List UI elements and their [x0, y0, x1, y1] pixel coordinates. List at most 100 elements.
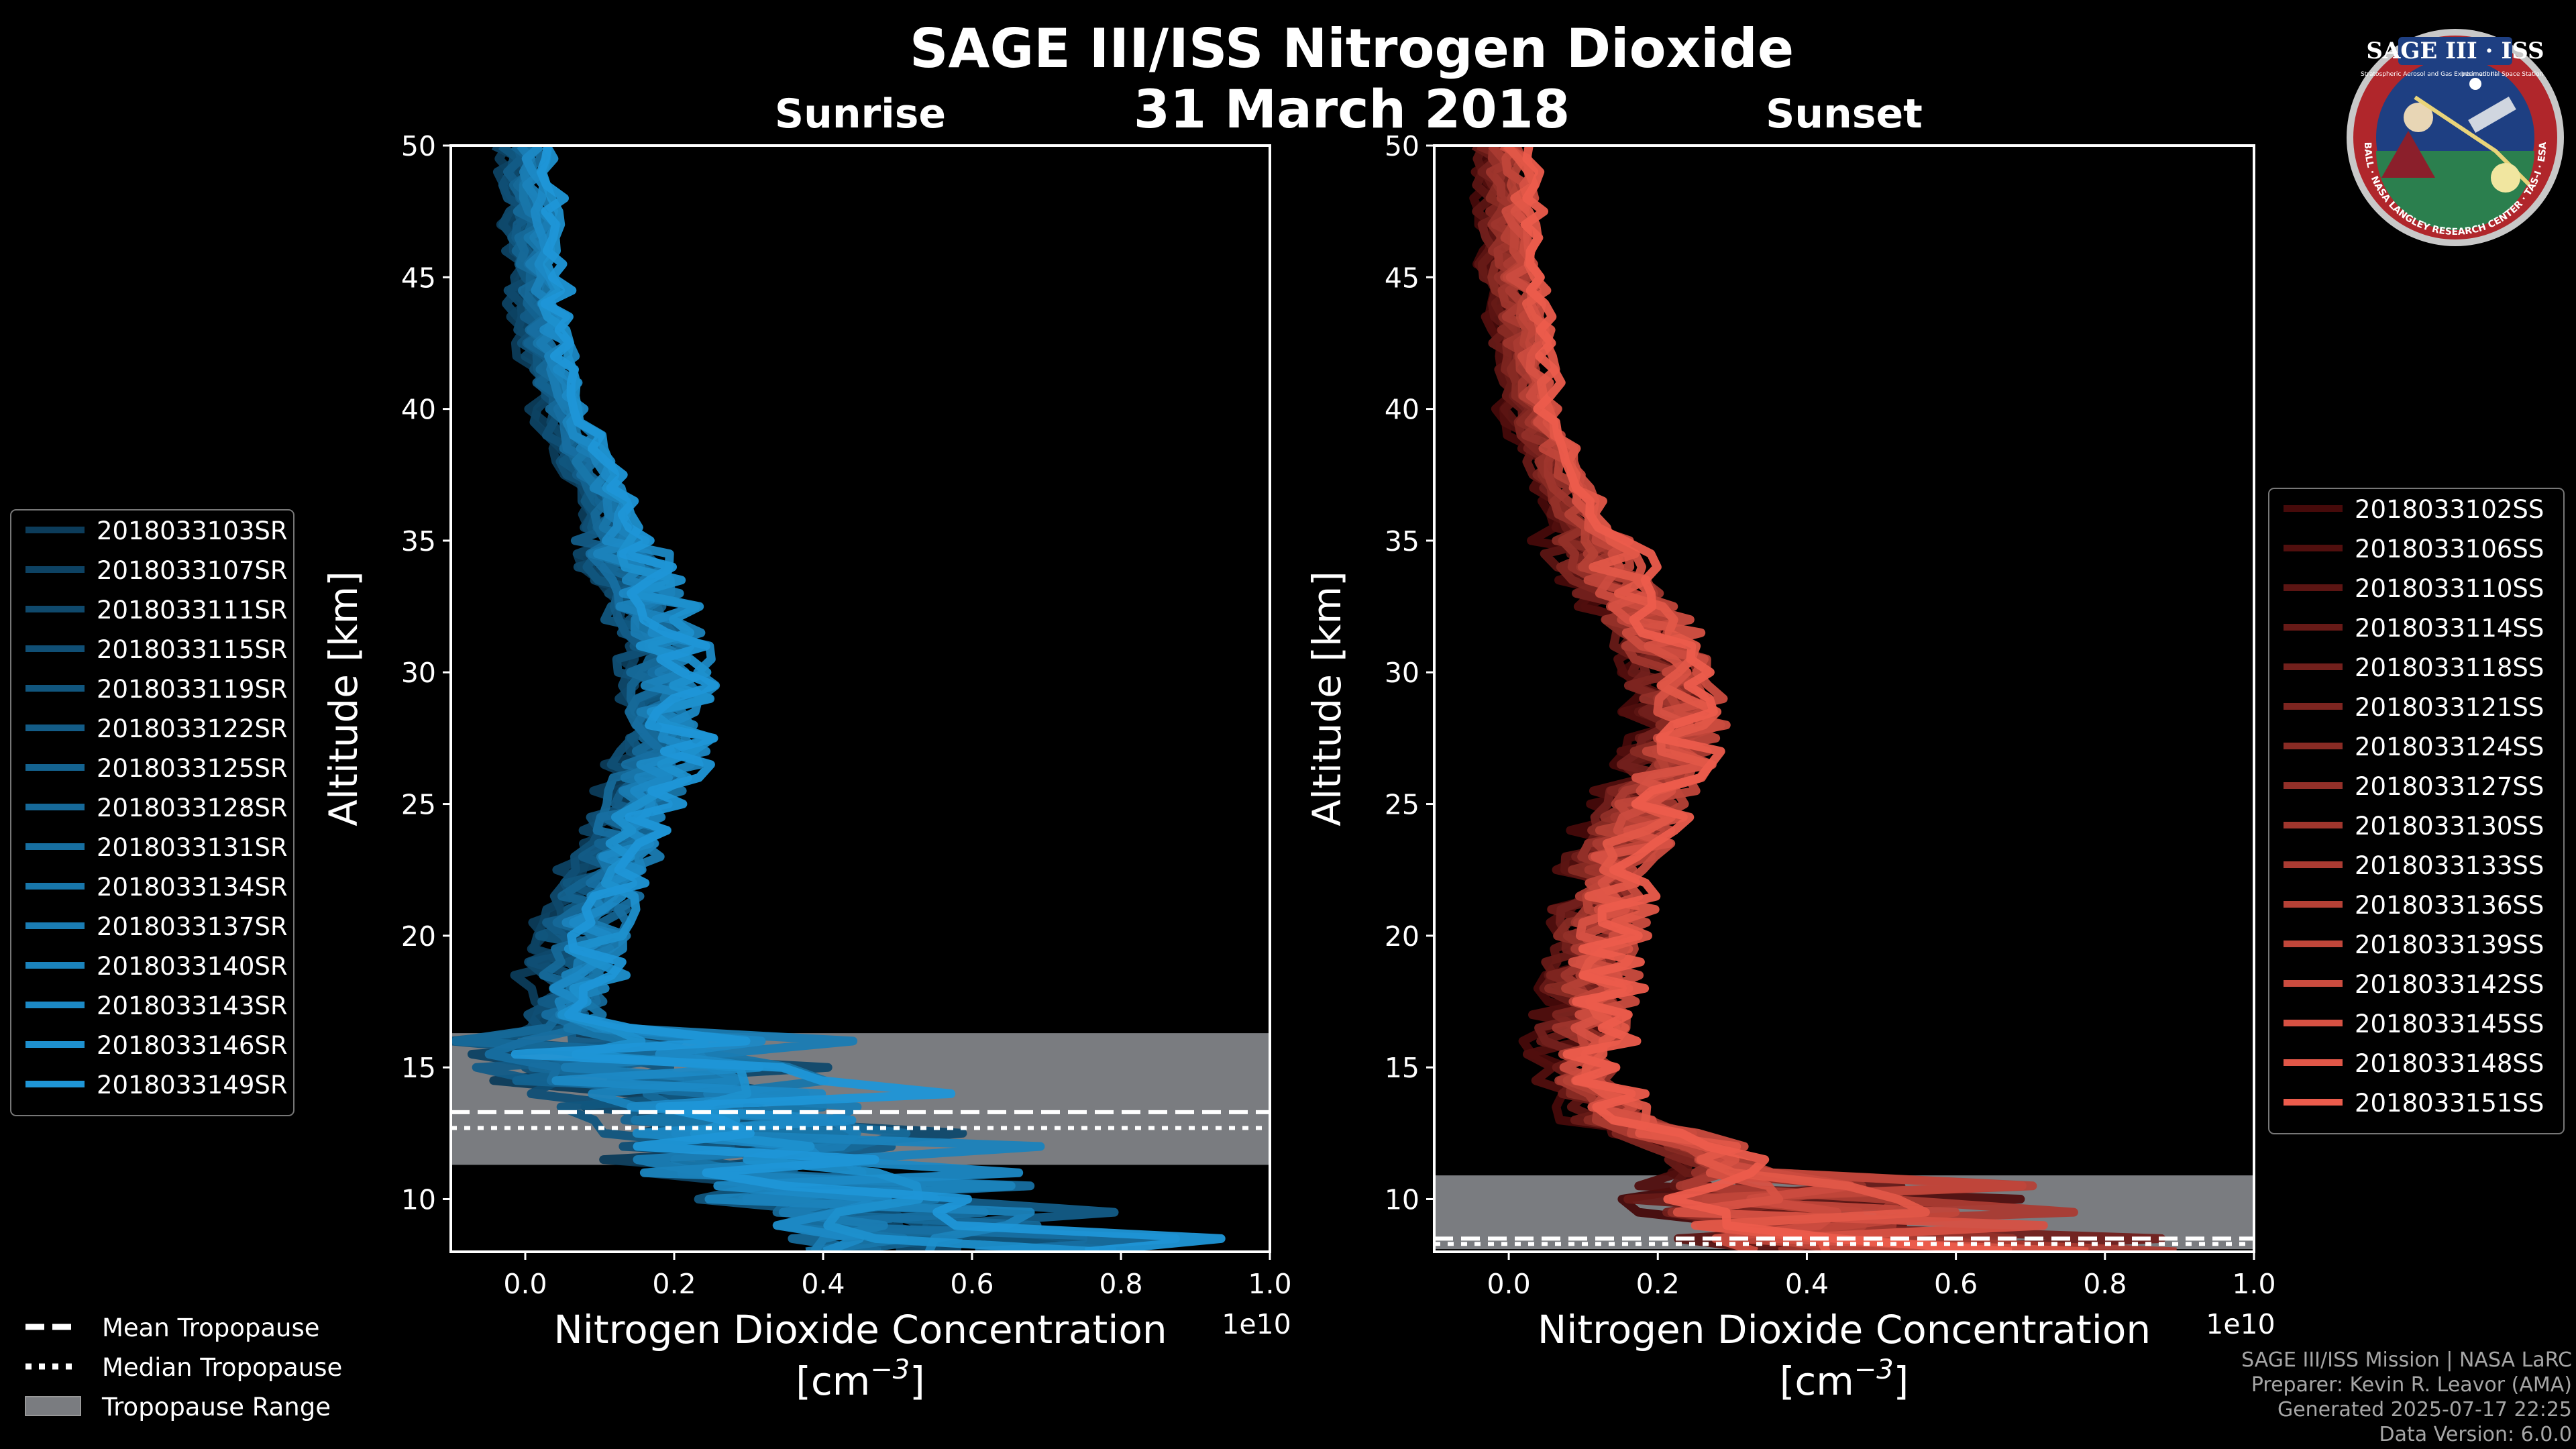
axes-frame — [449, 144, 1271, 1253]
y-tick-label: 20 — [1385, 920, 1419, 953]
legend-label-2018033119SR: 2018033119SR — [97, 675, 288, 704]
figure-title: SAGE III/ISS Nitrogen Dioxide — [910, 17, 1794, 80]
legend-label-2018033143SR: 2018033143SR — [97, 991, 288, 1020]
y-tick-label: 50 — [401, 130, 436, 162]
x-axis-label: Nitrogen Dioxide Concentration — [1538, 1307, 2151, 1352]
legend-label-2018033131SR: 2018033131SR — [97, 833, 288, 862]
axes-frame — [1433, 144, 2255, 1253]
x-tick-label: 0.8 — [1099, 1268, 1142, 1300]
x-axis-unit-base: [cm — [1780, 1358, 1854, 1404]
y-tick-label: 25 — [1385, 789, 1419, 821]
legend-label-2018033151SS: 2018033151SS — [2355, 1089, 2544, 1118]
x-axis-unit: [cm−3] — [1780, 1354, 1909, 1404]
profile-line-2018033149SR — [511, 146, 1226, 1252]
legend-label-2018033142SS: 2018033142SS — [2355, 970, 2544, 999]
y-tick-label: 15 — [401, 1052, 436, 1084]
legend-label-2018033140SR: 2018033140SR — [97, 952, 288, 981]
profile-line-2018033151SS — [1520, 146, 2012, 1252]
legend-label-2018033139SS: 2018033139SS — [2355, 930, 2544, 959]
x-tick-label: 0.2 — [652, 1268, 696, 1300]
sunset-legend — [2268, 488, 2565, 1134]
footer-generated: Generated 2025-07-17 22:25 — [2277, 1398, 2572, 1421]
footer-credits: SAGE III/ISS Mission | NASA LaRC Prepare… — [2241, 1348, 2572, 1446]
x-axis-unit-base: [cm — [796, 1358, 870, 1404]
x-tick-label: 0.4 — [1785, 1268, 1829, 1300]
legend-label-2018033121SS: 2018033121SS — [2355, 693, 2544, 722]
y-tick-label: 35 — [1385, 525, 1419, 557]
x-tick-label: 0.4 — [801, 1268, 845, 1300]
logo-tagline: Stratospheric Aerosol and Gas Experiment… — [2361, 71, 2496, 78]
x-offset-label: 1e10 — [1222, 1308, 1291, 1340]
panel-title: Sunrise — [775, 91, 946, 138]
y-tick-label: 45 — [401, 262, 436, 294]
sunrise-panel: 0.0 0.2 0.4 0.6 0.8 1.0 10 15 20 25 30 35 40 45 50 Sunr… — [10, 91, 1292, 1404]
legend-label-2018033124SS: 2018033124SS — [2355, 733, 2544, 761]
legend-label-2018033130SS: 2018033130SS — [2355, 812, 2544, 841]
profile-lines — [1469, 146, 2177, 1252]
legend-label-2018033106SS: 2018033106SS — [2355, 535, 2544, 564]
legend-label-2018033148SS: 2018033148SS — [2355, 1049, 2544, 1078]
y-tick-label: 10 — [401, 1183, 436, 1216]
panel-title: Sunset — [1766, 91, 1923, 138]
legend-label-2018033146SR: 2018033146SR — [97, 1031, 288, 1060]
x-tick-label: 1.0 — [1248, 1268, 1291, 1300]
x-tick-label: 1.0 — [2232, 1268, 2275, 1300]
legend-label-2018033110SS: 2018033110SS — [2355, 574, 2544, 603]
footer-mission: SAGE III/ISS Mission | NASA LaRC — [2241, 1348, 2572, 1372]
legend-label-2018033111SR: 2018033111SR — [97, 596, 288, 625]
x-offset-label: 1e10 — [2206, 1308, 2275, 1340]
legend-label-2018033102SS: 2018033102SS — [2355, 495, 2544, 524]
legend-label-2018033115SR: 2018033115SR — [97, 635, 288, 664]
x-tick-label: 0.0 — [1487, 1268, 1530, 1300]
x-axis-unit-exponent: −3 — [1854, 1354, 1894, 1385]
legend-label-2018033133SS: 2018033133SS — [2355, 851, 2544, 880]
x-tick-label: 0.6 — [1934, 1268, 1978, 1300]
legend-label-2018033122SR: 2018033122SR — [97, 714, 288, 743]
legend-label-2018033128SR: 2018033128SR — [97, 794, 288, 822]
x-axis-unit-close: ] — [1894, 1358, 1909, 1404]
legend-label-2018033145SS: 2018033145SS — [2355, 1010, 2544, 1038]
y-tick-label: 30 — [401, 657, 436, 689]
profile-lines — [451, 146, 1226, 1252]
y-tick-label: 25 — [401, 789, 436, 821]
tropopause-range-swatch — [25, 1396, 81, 1416]
y-tick-label: 30 — [1385, 657, 1419, 689]
sunset-panel: 0.0 0.2 0.4 0.6 0.8 1.0 10 15 20 25 30 35 40 45 50 Suns… — [1304, 91, 2565, 1404]
y-tick-label: 50 — [1385, 130, 1419, 162]
median-tropopause-label: Median Tropopause — [102, 1353, 342, 1382]
footer-version: Data Version: 6.0.0 — [2379, 1423, 2572, 1446]
footer-preparer: Preparer: Kevin R. Leavor (AMA) — [2251, 1373, 2572, 1397]
profile-line-2018033148SS — [1503, 146, 1930, 1252]
x-axis-unit-exponent: −3 — [870, 1354, 910, 1385]
logo-title: SAGE III · ISS — [2366, 38, 2544, 64]
legend-label-2018033125SR: 2018033125SR — [97, 754, 288, 783]
tropopause-range-label: Tropopause Range — [101, 1393, 331, 1421]
legend-label-2018033134SR: 2018033134SR — [97, 873, 288, 902]
legend-label-2018033114SS: 2018033114SS — [2355, 614, 2544, 643]
x-axis-label: Nitrogen Dioxide Concentration — [553, 1307, 1167, 1352]
x-tick-label: 0.8 — [2083, 1268, 2127, 1300]
logo-station: International Space Station — [2461, 71, 2544, 78]
x-axis-unit-close: ] — [910, 1358, 925, 1404]
x-tick-label: 0.0 — [503, 1268, 547, 1300]
y-tick-label: 45 — [1385, 262, 1419, 294]
legend-label-2018033127SS: 2018033127SS — [2355, 772, 2544, 801]
legend-label-2018033107SR: 2018033107SR — [97, 556, 288, 585]
tropopause-legend: Mean Tropopause Median Tropopause Tropop… — [25, 1313, 342, 1421]
x-tick-label: 0.2 — [1636, 1268, 1680, 1300]
x-axis-unit: [cm−3] — [796, 1354, 925, 1404]
y-tick-label: 15 — [1385, 1052, 1419, 1084]
y-tick-label: 35 — [401, 525, 436, 557]
legend-label-2018033149SR: 2018033149SR — [97, 1071, 288, 1099]
y-tick-label: 20 — [401, 920, 436, 953]
legend-label-2018033136SS: 2018033136SS — [2355, 891, 2544, 920]
y-tick-label: 40 — [1385, 394, 1419, 426]
sage-logo: SAGE III · ISS Stratospheric Aerosol and… — [2347, 29, 2564, 246]
y-axis-label: Altitude [km] — [1304, 571, 1350, 826]
legend-label-2018033103SR: 2018033103SR — [97, 517, 288, 545]
y-tick-label: 40 — [401, 394, 436, 426]
legend-label-2018033118SS: 2018033118SS — [2355, 653, 2544, 682]
legend-label-2018033137SR: 2018033137SR — [97, 912, 288, 941]
y-axis-label: Altitude [km] — [321, 571, 366, 826]
